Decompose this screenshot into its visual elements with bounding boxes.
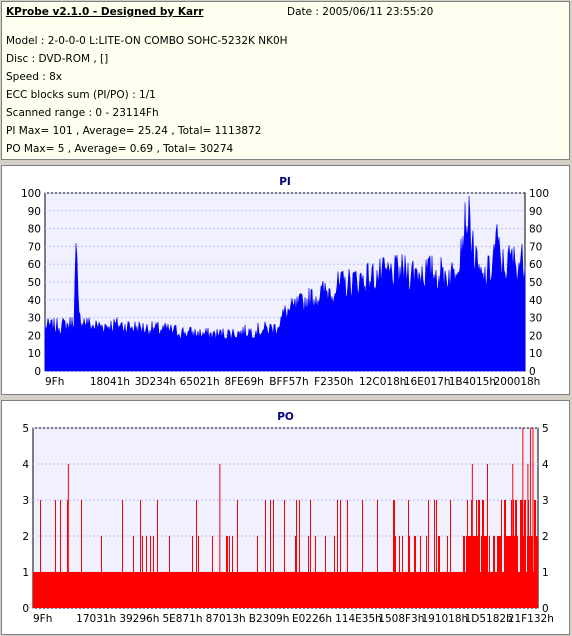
x-tick-label: B2309h — [249, 613, 290, 625]
pi-series-area — [44, 195, 526, 372]
info-range: Scanned range : 0 - 23114Fh — [6, 107, 159, 119]
info-speed: Speed : 8x — [6, 71, 63, 83]
scan-date: Date : 2005/06/11 23:55:20 — [287, 6, 434, 18]
y-tick-label-right: 20 — [529, 330, 542, 342]
y-tick-label-left: 0 — [22, 603, 29, 615]
info-panel: KProbe v2.1.0 - Designed by Karr Date : … — [1, 1, 570, 160]
chart-title: PI — [279, 176, 291, 188]
y-tick-label-right: 60 — [529, 259, 542, 271]
po-chart: 0 0 1 1 2 2 3 3 4 4 5 5 PO 9Fh 17031h 39296h 5E871h 87013… — [22, 411, 554, 625]
pi-chart-panel: 0 0 10 10 20 20 30 30 40 40 50 50 60 60 70 70 80 80 90 90 10… — [1, 165, 570, 395]
x-tick-label: 191018h — [421, 613, 468, 625]
y-tick-label-left: 70 — [28, 241, 41, 253]
info-model: Model : 2-0-0-0 L:LITE-ON COMBO SOHC-523… — [6, 35, 288, 47]
info-disc: Disc : DVD-ROM , [] — [6, 53, 109, 65]
y-tick-label-right: 50 — [529, 277, 542, 289]
info-ecc: ECC blocks sum (PI/PO) : 1/1 — [6, 89, 156, 101]
x-tick-label: 200018h — [494, 376, 541, 388]
x-tick-label: 1508F3h — [378, 613, 424, 625]
x-tick-label: F2350h — [314, 376, 353, 388]
y-tick-label-right: 30 — [529, 313, 542, 325]
po-base-fill — [33, 572, 538, 608]
x-tick-label: 9Fh — [33, 613, 52, 625]
x-tick-label: 16E017h — [404, 376, 451, 388]
y-tick-label-left: 10 — [28, 348, 41, 360]
y-tick-label-left: 50 — [28, 277, 41, 289]
x-tick-label: 1D5182h — [465, 613, 513, 625]
chart-title: PO — [277, 411, 294, 423]
y-tick-label-left: 100 — [21, 188, 41, 200]
y-tick-label-left: 5 — [22, 423, 29, 435]
y-tick-label-right: 100 — [529, 188, 549, 200]
x-tick-label: 17031h — [76, 613, 116, 625]
y-tick-label-left: 3 — [22, 495, 29, 507]
y-tick-label-left: 60 — [28, 259, 41, 271]
info-pi-stats: PI Max= 101 , Average= 25.24 , Total= 11… — [6, 125, 262, 137]
x-tick-label: 3D234h — [135, 376, 176, 388]
y-tick-label-left: 0 — [34, 366, 41, 378]
y-tick-label-right: 10 — [529, 348, 542, 360]
y-tick-label-left: 2 — [22, 531, 29, 543]
info-po-stats: PO Max= 5 , Average= 0.69 , Total= 30274 — [6, 143, 234, 155]
y-tick-label-left: 90 — [28, 206, 41, 218]
x-tick-label: 87013h — [206, 613, 246, 625]
y-tick-label-right: 3 — [542, 495, 549, 507]
y-tick-label-right: 0 — [529, 366, 536, 378]
y-tick-label-left: 20 — [28, 330, 41, 342]
pi-chart: 0 0 10 10 20 20 30 30 40 40 50 50 60 60 70 70 80 80 90 90 10… — [21, 176, 549, 388]
y-tick-label-left: 80 — [28, 224, 41, 236]
y-tick-label-left: 4 — [22, 459, 29, 471]
y-tick-label-right: 4 — [542, 459, 549, 471]
y-tick-label-right: 70 — [529, 241, 542, 253]
x-tick-label: 65021h — [180, 376, 220, 388]
x-tick-label: 114E35h — [335, 613, 382, 625]
y-tick-label-left: 30 — [28, 313, 41, 325]
y-tick-label-right: 40 — [529, 295, 542, 307]
y-tick-label-left: 40 — [28, 295, 41, 307]
y-tick-label-right: 2 — [542, 531, 549, 543]
x-tick-label: E0226h — [292, 613, 332, 625]
x-tick-label: 18041h — [90, 376, 130, 388]
y-tick-label-right: 0 — [542, 603, 549, 615]
y-tick-label-right: 80 — [529, 224, 542, 236]
x-tick-label: 8FE69h — [224, 376, 263, 388]
x-tick-label: 12C018h — [359, 376, 406, 388]
y-tick-label-right: 90 — [529, 206, 542, 218]
x-tick-label: BFF57h — [269, 376, 308, 388]
po-chart-panel: 0 0 1 1 2 2 3 3 4 4 5 5 PO 9Fh 17031h 39296h 5E871h 87013… — [1, 400, 570, 635]
x-tick-label: 1B4015h — [449, 376, 496, 388]
x-tick-label: 21F132h — [508, 613, 554, 625]
y-tick-label-left: 1 — [22, 567, 29, 579]
x-tick-label: 9Fh — [45, 376, 64, 388]
y-tick-label-right: 1 — [542, 567, 549, 579]
app-title: KProbe v2.1.0 - Designed by Karr — [6, 6, 204, 18]
y-tick-label-right: 5 — [542, 423, 549, 435]
x-tick-label: 39296h — [119, 613, 159, 625]
x-tick-label: 5E871h — [162, 613, 202, 625]
